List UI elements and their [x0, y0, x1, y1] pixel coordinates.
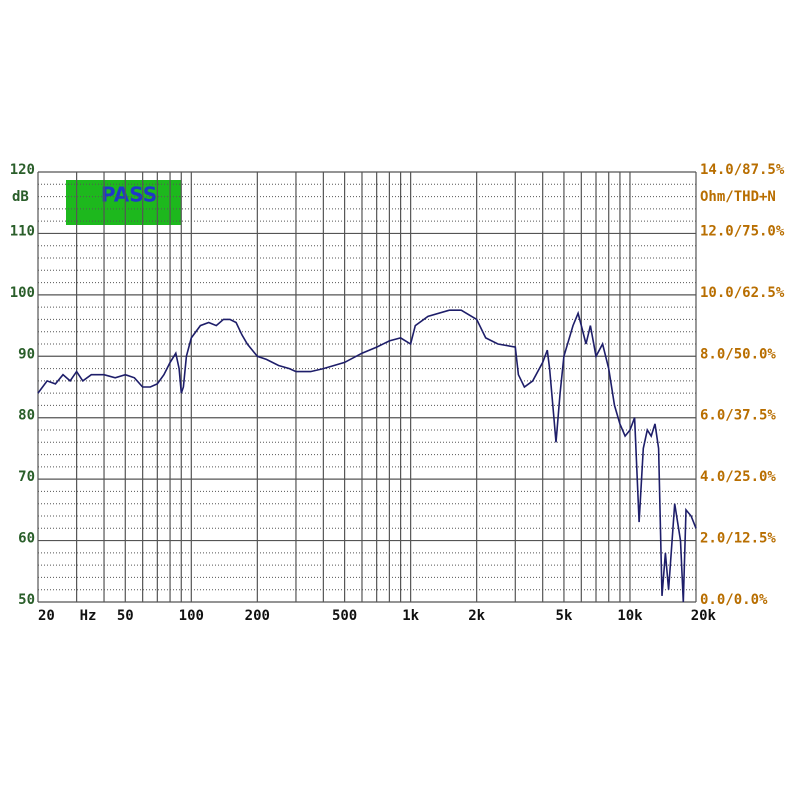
y-tick-label: 120 [10, 162, 35, 178]
x-tick-label: 5k [556, 608, 573, 624]
x-tick-label: 20 [38, 608, 55, 624]
y-tick-label: 80 [18, 408, 35, 424]
y2-tick-label: 14.0/87.5% [700, 162, 785, 178]
status: PASS [101, 183, 157, 207]
x-tick-label: 2k [468, 608, 485, 624]
x-axis-label: Hz [80, 608, 97, 624]
y-axis-label: dB [12, 189, 29, 205]
x-tick-label: 200 [245, 608, 270, 624]
response-line [37, 309, 697, 603]
x-tick-label: 10k [617, 608, 643, 624]
x-tick-label: 100 [179, 608, 204, 624]
x-tick-label: 1k [402, 608, 419, 624]
y-tick-label: 90 [18, 346, 35, 362]
y2-tick-label: 2.0/12.5% [700, 531, 776, 547]
x-tick-label: 20k [691, 608, 717, 624]
y-tick-label: 60 [18, 531, 35, 547]
y-tick-label: 70 [18, 469, 35, 485]
y-tick-label: 50 [18, 592, 35, 608]
y2-tick-label: 0.0/0.0% [700, 592, 768, 608]
x-tick-label: 500 [332, 608, 357, 624]
y2-tick-label: 4.0/25.0% [700, 469, 776, 485]
y2-tick-label: 8.0/50.0% [700, 346, 776, 362]
y-tick-label: 100 [10, 285, 35, 301]
x-tick-label: 50 [117, 608, 134, 624]
y2-axis-label: Ohm/THD+N [700, 189, 776, 205]
y2-tick-label: 12.0/75.0% [700, 223, 785, 239]
y-tick-label: 110 [10, 223, 35, 239]
y2-tick-label: 10.0/62.5% [700, 285, 785, 301]
y2-tick-label: 6.0/37.5% [700, 408, 776, 424]
status-box [66, 180, 181, 225]
